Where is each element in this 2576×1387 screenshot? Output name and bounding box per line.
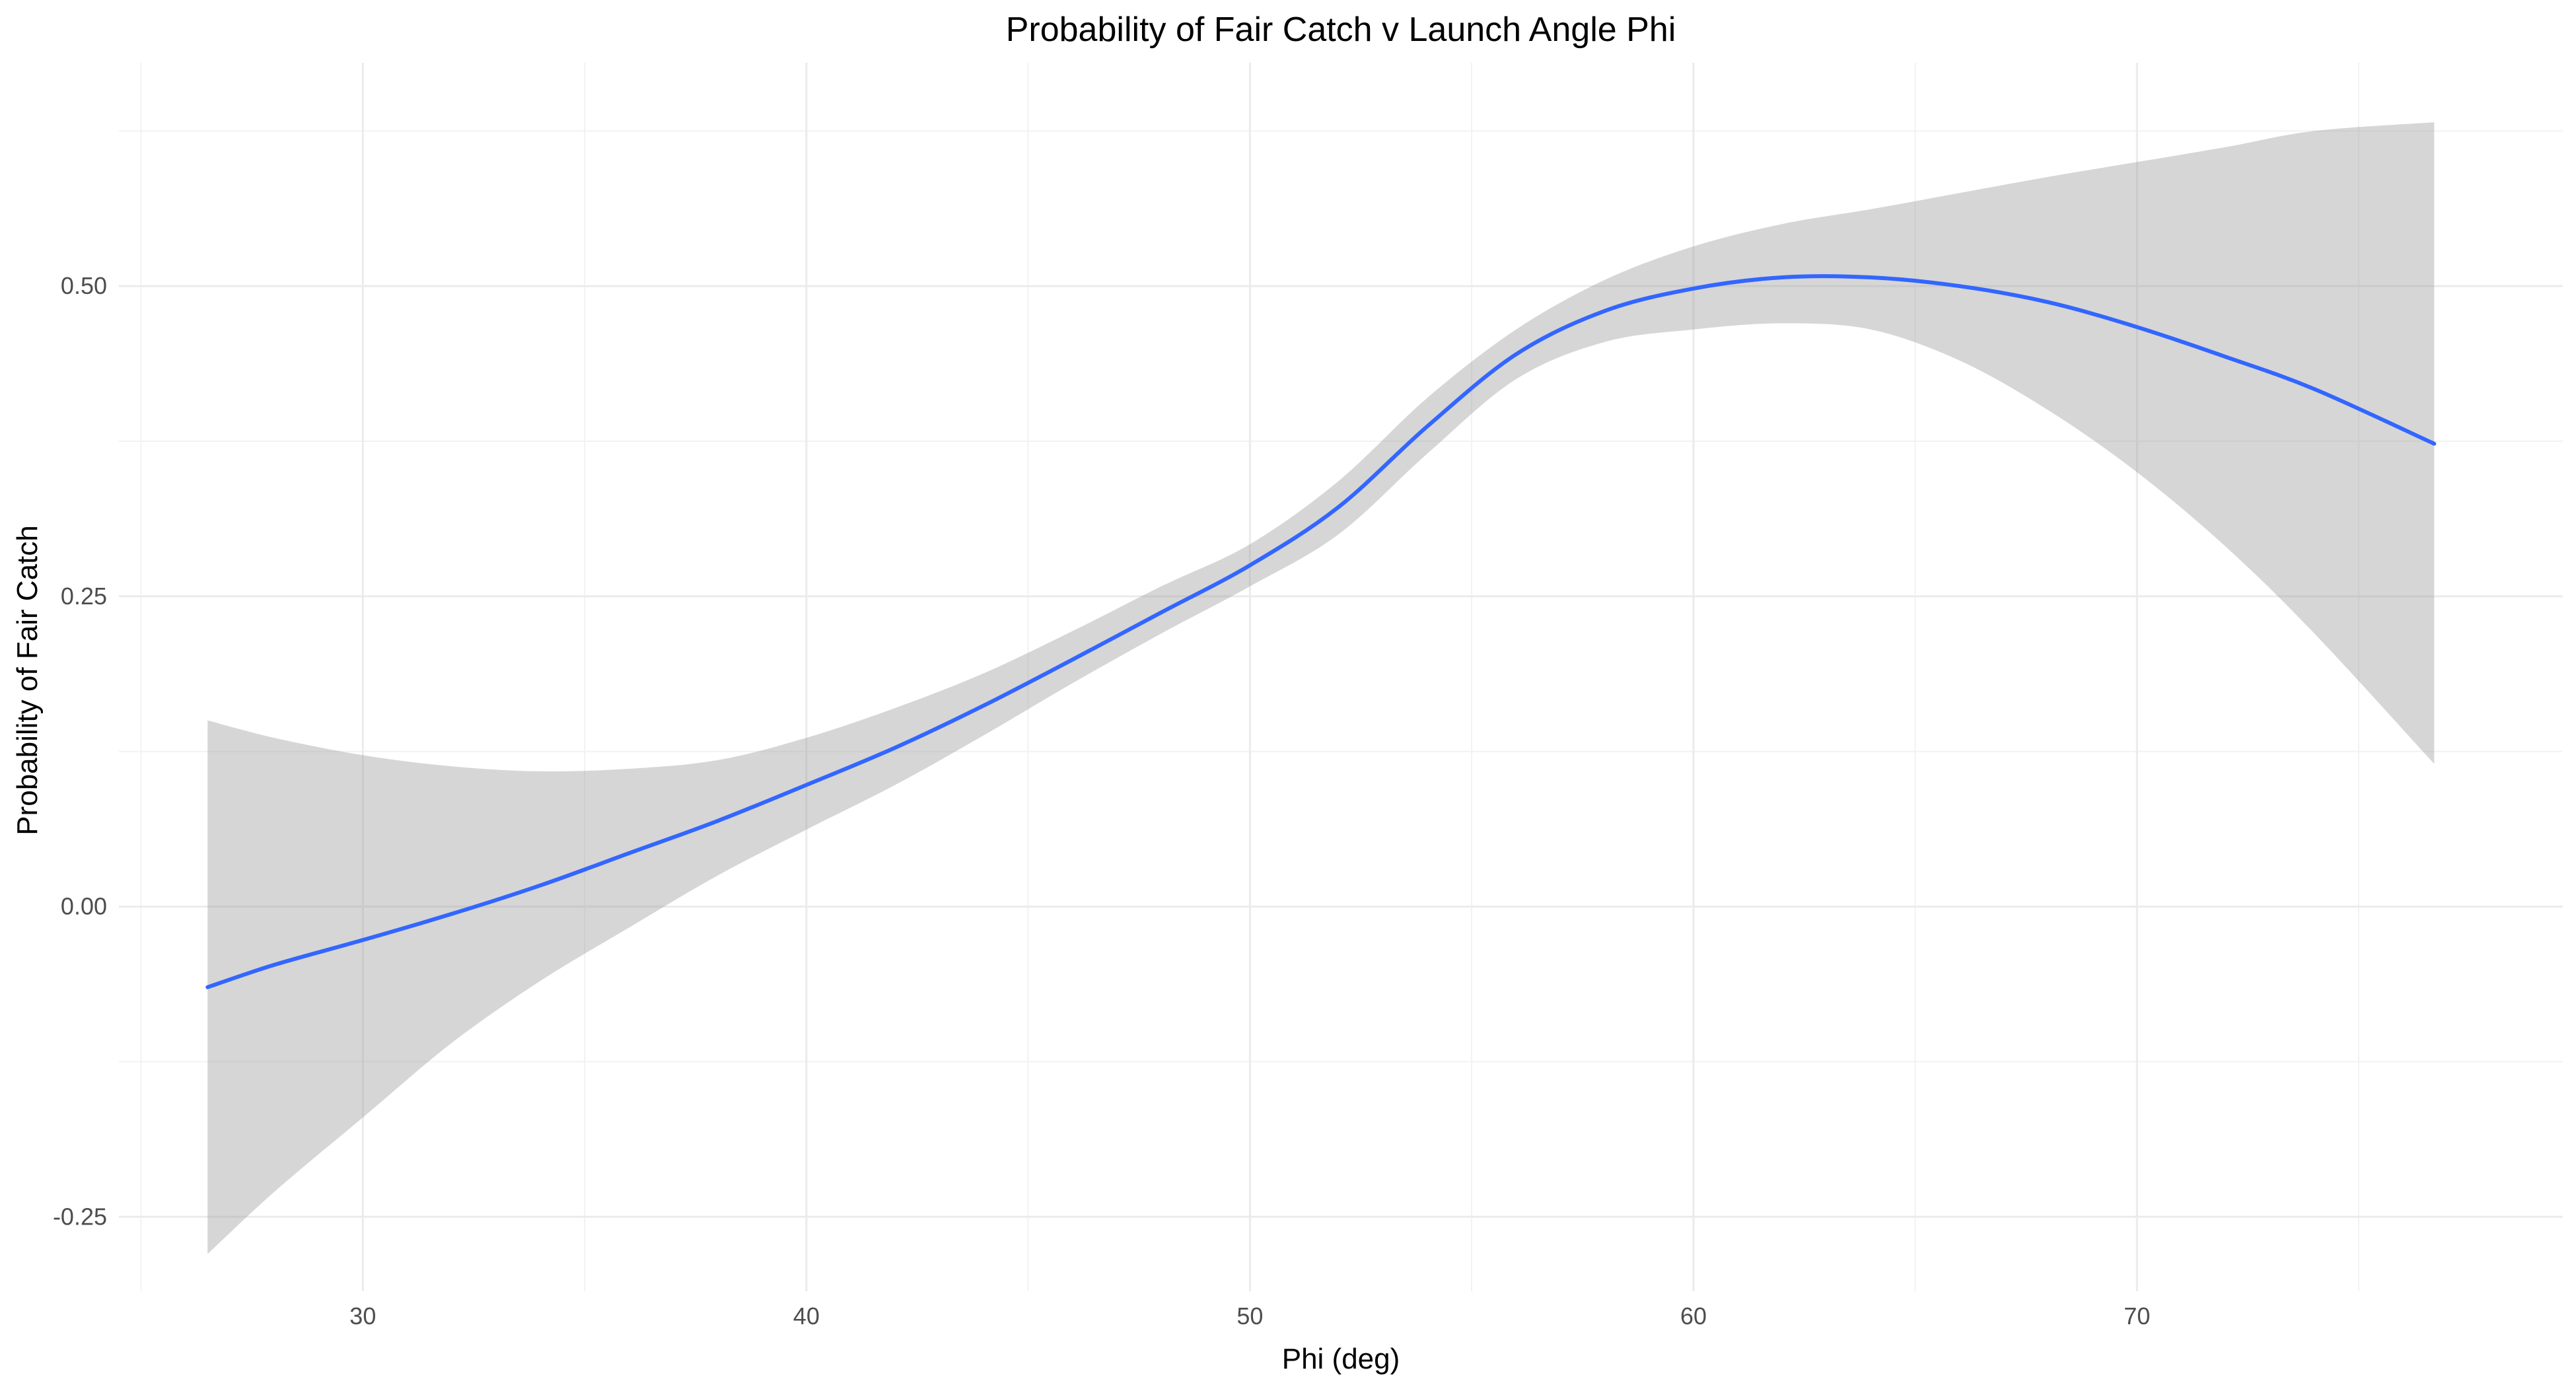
- confidence-band: [207, 122, 2435, 1254]
- y-axis-title: Probability of Fair Catch: [11, 525, 44, 836]
- y-tick-label: 0.50: [61, 272, 107, 299]
- grid: [119, 63, 2563, 1291]
- fit-line-layer: [205, 274, 2437, 989]
- x-tick-label: 60: [1680, 1302, 1707, 1330]
- x-tick-label: 30: [349, 1302, 376, 1330]
- x-axis-tick-labels: 30 40 50 60 70: [349, 1302, 2150, 1330]
- confidence-band-layer: [207, 122, 2435, 1254]
- x-tick-label: 70: [2124, 1302, 2150, 1330]
- y-tick-label: -0.25: [53, 1203, 107, 1230]
- y-tick-label: 0.00: [61, 893, 107, 920]
- y-tick-label: 0.25: [61, 583, 107, 610]
- x-tick-label: 40: [793, 1302, 820, 1330]
- fit-line: [205, 274, 2437, 989]
- chart-title: Probability of Fair Catch v Launch Angle…: [1006, 11, 1676, 49]
- y-axis-tick-labels: -0.25 0.00 0.25 0.50: [53, 272, 107, 1230]
- x-tick-label: 50: [1236, 1302, 1263, 1330]
- x-axis-title: Phi (deg): [1282, 1343, 1400, 1375]
